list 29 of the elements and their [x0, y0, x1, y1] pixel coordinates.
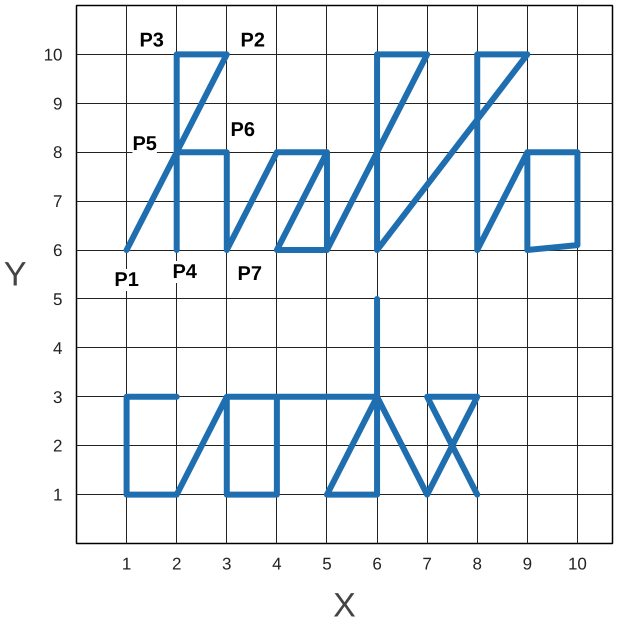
x-tick-label: 8 — [472, 554, 482, 574]
annotation: P1 — [114, 269, 139, 292]
x-tick-label: 2 — [172, 554, 182, 574]
annotation: P4 — [172, 261, 198, 284]
annotation: P3 — [139, 29, 164, 52]
annotation: P7 — [238, 263, 262, 286]
y-tick-label: 2 — [53, 436, 63, 456]
y-tick-label: 5 — [53, 290, 63, 309]
x-tick-label: 10 — [568, 554, 587, 574]
annotation: P5 — [132, 133, 157, 156]
y-axis-title: Y — [4, 256, 27, 294]
y-tick-label: 4 — [53, 338, 63, 358]
y-tick-label: 1 — [53, 486, 63, 505]
x-tick-label: 4 — [272, 554, 282, 574]
annotation: P6 — [230, 119, 256, 142]
x-axis-title: X — [333, 586, 356, 624]
y-tick-label: 8 — [53, 143, 63, 162]
x-tick-label: 5 — [322, 554, 332, 574]
y-tick-label: 9 — [53, 94, 63, 114]
y-tick-label: 6 — [53, 241, 63, 260]
annotation: P2 — [240, 29, 266, 52]
y-tick-label: 10 — [44, 45, 63, 64]
y-tick-label: 3 — [53, 388, 63, 407]
x-tick-label: 9 — [522, 554, 532, 574]
x-tick-label: 6 — [372, 554, 382, 574]
x-tick-label: 1 — [122, 554, 132, 574]
x-tick-label: 7 — [422, 554, 432, 574]
y-tick-label: 7 — [53, 192, 63, 212]
x-tick-label: 3 — [222, 554, 232, 574]
